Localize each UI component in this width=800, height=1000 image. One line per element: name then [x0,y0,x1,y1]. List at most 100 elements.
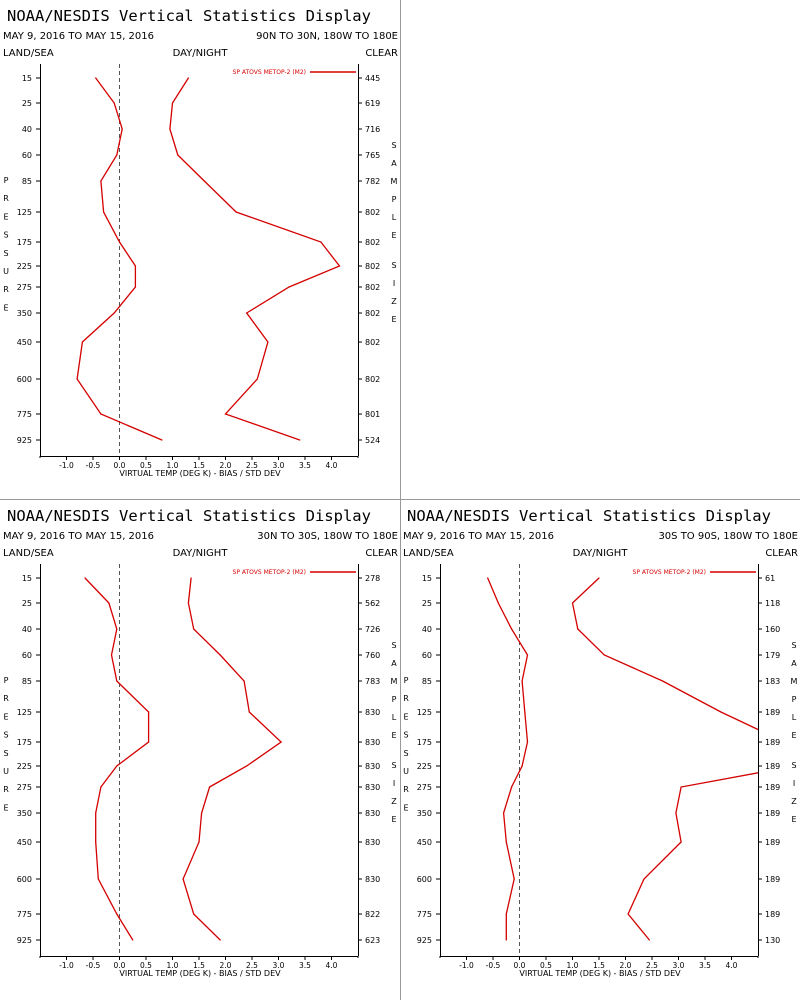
data-point [526,741,529,743]
sample-axis-letter: S [791,761,796,770]
data-point [598,577,600,579]
data-point [193,628,195,630]
data-point [338,265,341,267]
pressure-label: 40 [22,625,32,634]
series-group [76,77,341,441]
pressure-label: 25 [422,599,432,608]
pressure-label: 775 [17,410,32,419]
pressure-axis-letter: P [4,676,9,685]
sample-size-label: 118 [765,599,780,608]
data-point [121,128,123,130]
clear-label: CLEAR [365,48,398,59]
x-tick-label: 2.0 [220,961,232,970]
data-point [97,878,99,880]
sample-axis-letter: P [392,195,397,204]
pressure-label: 175 [17,238,32,247]
pressure-label: 775 [417,910,432,919]
region: 30S TO 90S, 180W TO 180E [658,531,798,542]
sample-size-label: 783 [365,677,380,686]
x-tick-label: 3.0 [673,961,685,970]
data-point [510,628,513,630]
sample-size-label: 189 [765,838,780,847]
sample-axis-letter: E [791,731,796,740]
sample-size-label: 830 [365,809,380,818]
sample-size-label: 445 [365,74,380,83]
sample-size-label: 802 [365,262,380,271]
day-night-label: DAY/NIGHT [573,548,629,559]
sample-axis-letter: M [391,177,398,186]
data-point [95,812,97,814]
series-line-bias [487,577,529,940]
data-point [148,711,150,713]
pressure-axis-letter: R [3,785,9,794]
pressure-label: 175 [17,738,32,747]
pressure-label: 450 [17,338,32,347]
pressure-axis-letter: E [3,303,8,312]
data-point [224,413,227,415]
x-tick-label: 4.0 [326,961,338,970]
data-point [505,913,507,915]
data-point [320,241,322,243]
data-point [76,378,78,380]
sample-size-label: 801 [365,410,380,419]
x-tick-label: -0.5 [86,461,101,470]
data-point [577,628,579,630]
sample-axis-letter: L [392,713,397,722]
sample-axis-letter: M [391,677,398,686]
data-point [526,654,529,656]
clear-label: CLEAR [365,548,398,559]
data-point [193,913,195,915]
pressure-label: 60 [22,151,32,160]
x-tick-label: 0.0 [514,961,526,970]
sample-axis-letter: Z [391,797,397,806]
panel-2: NOAA/NESDIS Vertical Statistics Display M… [3,507,398,978]
sample-size-label: 619 [365,99,380,108]
pressure-label: 225 [17,762,32,771]
date-range: MAY 9, 2016 TO MAY 15, 2016 [403,531,554,542]
data-point [132,939,134,941]
sample-axis-letter: S [391,641,396,650]
sample-size-label: 802 [365,283,380,292]
sample-axis-letter: E [391,315,396,324]
pressure-axis-letter: E [3,712,8,721]
data-point [505,841,507,843]
x-tick-label: -1.0 [459,961,474,970]
data-point [116,154,118,156]
pressure-label: 275 [417,783,432,792]
sample-size-label: 830 [365,875,380,884]
data-point [116,765,118,767]
pressure-label: 925 [417,936,432,945]
data-point [219,939,221,941]
sample-size-label: 189 [765,875,780,884]
pressure-axis-letter: P [4,176,9,185]
sample-size-label: 179 [765,651,780,660]
data-point [169,128,171,130]
data-point [267,341,269,343]
data-point [662,680,664,682]
data-point [103,211,105,213]
data-point [235,211,237,213]
data-point [497,602,499,604]
x-axis-label: VIRTUAL TEMP (DEG K) - BIAS / STD DEV [119,469,281,478]
data-point [108,602,110,604]
x-tick-label: -1.0 [59,961,74,970]
x-tick-label: 4.0 [726,961,738,970]
data-point [116,913,118,915]
x-axis-label: VIRTUAL TEMP (DEG K) - BIAS / STD DEV [519,969,681,978]
pressure-axis-letter: S [3,731,8,740]
legend-label: SP ATOVS METOP-2 (M2) [233,569,306,576]
sample-axis-letter: Z [791,797,797,806]
region: 90N TO 30N, 180W TO 180E [256,31,398,42]
sample-size-label: 562 [365,599,380,608]
pressure-label: 775 [17,910,32,919]
x-tick-label: -0.5 [86,961,101,970]
sample-axis-letter: E [391,731,396,740]
data-point [246,765,248,767]
data-point [571,602,574,604]
data-point [116,680,118,682]
sample-axis-letter: I [793,779,795,788]
chart-title: NOAA/NESDIS Vertical Statistics Display [407,507,771,525]
data-point [100,786,102,788]
sample-size-label: 802 [365,309,380,318]
data-point [521,765,523,767]
